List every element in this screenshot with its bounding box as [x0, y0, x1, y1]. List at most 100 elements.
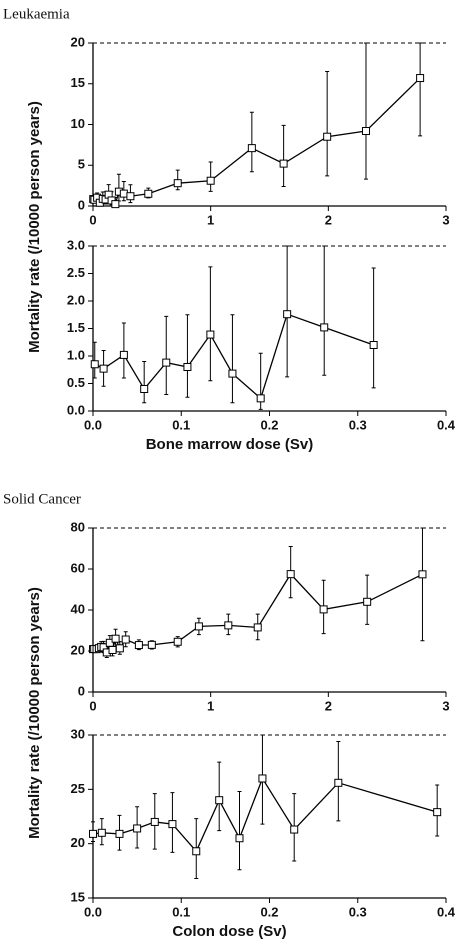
x-tick-label: 1 — [207, 698, 214, 713]
data-line — [92, 77, 421, 206]
marker — [115, 644, 124, 653]
marker — [206, 330, 215, 339]
marker — [90, 360, 99, 369]
error-bar — [325, 71, 330, 177]
y-tick-label: 80 — [71, 519, 85, 534]
y-tick-label: 5 — [78, 157, 85, 172]
marker — [416, 74, 425, 83]
marker — [258, 774, 267, 783]
marker — [235, 834, 244, 843]
error-bar — [208, 266, 213, 382]
marker — [111, 200, 120, 209]
error-bar — [208, 161, 213, 192]
marker — [418, 570, 427, 579]
x-axis-label: Bone marrow dose (Sv) — [146, 436, 314, 453]
y-axis-label: Mortality rate (/10000 person years) — [26, 101, 43, 353]
x-tick-label: 1 — [207, 212, 214, 227]
panel-title: Leukaemia — [3, 6, 70, 22]
error-bar — [322, 245, 327, 376]
marker — [99, 364, 108, 373]
marker — [256, 394, 265, 403]
marker — [286, 570, 295, 579]
panel-title: Solid Cancer — [3, 491, 81, 507]
y-tick-label: 30 — [71, 726, 85, 741]
marker — [119, 350, 128, 359]
x-tick-label: 2 — [325, 212, 332, 227]
data-line — [94, 313, 374, 400]
y-tick-label: 20 — [71, 835, 85, 850]
x-tick-label: 2 — [325, 698, 332, 713]
x-tick-label: 0.4 — [437, 904, 456, 919]
y-tick-label: 15 — [71, 75, 85, 90]
x-tick-label: 0.3 — [349, 904, 367, 919]
y-tick-label: 3.0 — [67, 237, 85, 252]
x-tick-label: 3 — [442, 212, 449, 227]
marker — [144, 189, 153, 198]
y-tick-label: 10 — [71, 116, 85, 131]
y-tick-label: 60 — [71, 560, 85, 575]
y-tick-label: 1.0 — [67, 347, 85, 362]
marker — [173, 179, 182, 188]
marker — [147, 640, 156, 649]
y-tick-label: 2.0 — [67, 292, 85, 307]
y-axis-label: Mortality rate (/10000 person years) — [26, 587, 43, 839]
marker — [228, 369, 237, 378]
y-tick-label: 0 — [78, 683, 85, 698]
marker — [162, 358, 171, 367]
y-tick-label: 1.5 — [67, 320, 85, 335]
error-bar — [121, 322, 126, 379]
marker — [334, 778, 343, 787]
marker — [194, 622, 203, 631]
marker — [108, 645, 117, 654]
marker — [323, 132, 332, 141]
marker — [290, 825, 299, 834]
marker — [206, 176, 215, 185]
marker — [140, 385, 149, 393]
marker — [320, 323, 329, 332]
marker — [97, 828, 106, 837]
marker — [111, 634, 120, 643]
y-tick-label: 40 — [71, 601, 85, 616]
marker — [247, 144, 256, 153]
marker — [363, 597, 372, 606]
marker — [133, 824, 142, 833]
marker — [126, 192, 135, 201]
marker — [183, 363, 192, 371]
y-tick-label: 20 — [71, 642, 85, 657]
marker — [119, 189, 128, 198]
marker — [283, 310, 292, 319]
x-tick-label: 0.2 — [260, 904, 278, 919]
error-bar — [371, 267, 376, 389]
x-tick-label: 0.1 — [172, 417, 190, 432]
error-bar — [418, 42, 423, 137]
y-tick-label: 0.0 — [67, 402, 85, 417]
marker — [433, 808, 442, 817]
data-line — [92, 573, 423, 654]
marker — [168, 820, 177, 829]
y-tick-label: 2.5 — [67, 265, 85, 280]
error-bar — [142, 361, 147, 404]
y-tick-label: 0.5 — [67, 375, 85, 390]
x-tick-label: 0 — [89, 698, 96, 713]
error-bar — [185, 314, 190, 398]
x-tick-label: 0.4 — [437, 417, 456, 432]
error-bar — [281, 124, 286, 187]
x-tick-label: 0.2 — [260, 417, 278, 432]
x-tick-label: 0.1 — [172, 904, 190, 919]
error-bar — [237, 791, 242, 871]
marker — [150, 817, 159, 826]
marker — [253, 623, 262, 632]
y-tick-label: 25 — [71, 781, 85, 796]
marker — [89, 829, 97, 838]
error-bar — [420, 527, 425, 642]
marker — [319, 605, 328, 614]
error-bar — [363, 42, 368, 180]
marker — [215, 796, 224, 805]
x-tick-label: 0.3 — [349, 417, 367, 432]
marker — [361, 127, 370, 136]
marker — [224, 621, 233, 630]
x-tick-label: 0.0 — [84, 904, 102, 919]
marker — [134, 641, 143, 650]
marker — [121, 635, 130, 644]
data-line — [92, 777, 438, 853]
